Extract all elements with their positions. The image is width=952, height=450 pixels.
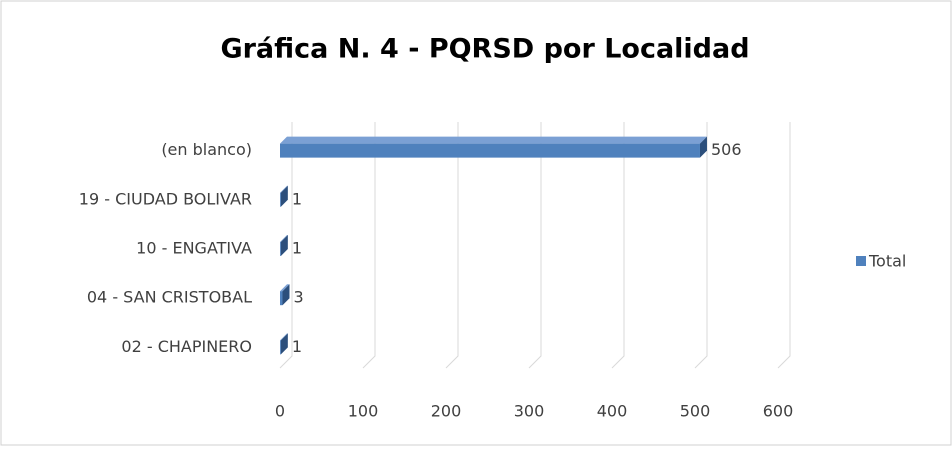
legend-label: Total: [868, 252, 906, 271]
x-tick-label: 300: [514, 402, 545, 421]
data-label: 1: [292, 337, 302, 356]
grid-line: [528, 122, 542, 369]
grid-line: [694, 122, 708, 369]
chart-title: Gráfica N. 4 - PQRSD por Localidad: [220, 34, 749, 65]
grid-line: [611, 122, 625, 369]
bar-face: [282, 284, 290, 306]
data-label: 3: [293, 288, 303, 307]
grid-line: [279, 122, 293, 369]
y-tick-label: 10 - ENGATIVA: [136, 239, 252, 258]
bar-face: [280, 185, 288, 193]
grid-line: [445, 122, 459, 369]
y-tick-label: 02 - CHAPINERO: [121, 337, 252, 356]
x-tick-label: 200: [431, 402, 462, 421]
bar: [280, 185, 288, 207]
bar-face: [280, 333, 288, 355]
bar: [280, 235, 288, 256]
x-tick-label: 100: [348, 402, 379, 421]
bar: [280, 284, 290, 306]
y-tick-label: (en blanco): [161, 140, 252, 159]
grid-line: [362, 122, 376, 369]
bar-face: [280, 333, 288, 341]
bar-face: [280, 143, 700, 158]
bar-face: [280, 185, 288, 207]
legend-swatch: [856, 256, 866, 266]
y-tick-label: 19 - CIUDAD BOLIVAR: [79, 189, 252, 208]
bar-face: [280, 242, 281, 256]
bar-face: [280, 235, 288, 242]
bar: [280, 333, 288, 355]
x-tick-label: 500: [680, 402, 711, 421]
bar-face: [280, 192, 281, 207]
x-tick-label: 0: [275, 402, 285, 421]
data-label: 1: [292, 189, 302, 208]
bar-face: [280, 340, 281, 355]
x-tick-label: 400: [597, 402, 628, 421]
y-tick-label: 04 - SAN CRISTOBAL: [87, 288, 252, 307]
bar-face: [280, 235, 288, 256]
bar-face: [280, 291, 283, 306]
data-label: 1: [292, 239, 302, 258]
bar-face: [280, 284, 290, 292]
bar-face: [280, 136, 707, 144]
x-tick-label: 600: [763, 402, 794, 421]
data-label: 506: [711, 140, 742, 159]
grid-line: [777, 122, 791, 369]
bar-face: [699, 136, 707, 158]
bar: [280, 136, 707, 158]
